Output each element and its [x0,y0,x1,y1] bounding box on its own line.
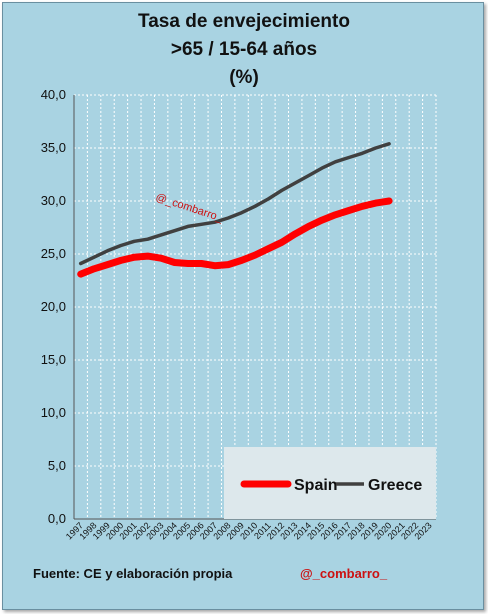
chart-series [77,142,393,278]
y-tick-label: 40,0 [41,87,66,102]
chart-legend: Spain Greece [224,447,436,519]
chart-title-line-3: (%) [229,67,259,88]
y-tick-label: 30,0 [41,193,66,208]
y-tick-label: 10,0 [41,405,66,420]
source-note: Fuente: CE y elaboración propia [33,566,233,581]
greece-series-line [78,142,391,266]
spain-series-line [77,197,393,278]
y-tick-label: 0,0 [48,511,66,526]
author-handle: @_combarro_ [300,566,388,581]
watermark-label: @_combarro_ [154,191,225,224]
y-tick-label: 20,0 [41,299,66,314]
y-tick-label: 5,0 [48,458,66,473]
y-tick-label: 35,0 [41,140,66,155]
y-tick-label: 25,0 [41,246,66,261]
chart-title-line-2: >65 / 15-64 años [170,39,318,60]
chart-axes: 0,05,010,015,020,025,030,035,040,0199719… [41,87,436,542]
legend-label-spain: Spain [294,477,338,494]
y-tick-label: 15,0 [41,352,66,367]
legend-label-greece: Greece [368,477,422,494]
chart-title-line-1: Tasa de envejecimiento [138,11,350,32]
